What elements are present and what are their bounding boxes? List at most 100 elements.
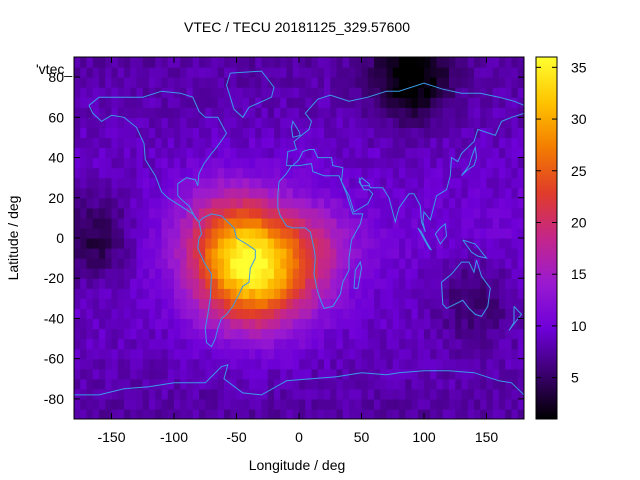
heatmap-cell bbox=[505, 278, 513, 289]
heatmap-cell bbox=[305, 67, 313, 78]
heatmap-cell bbox=[149, 338, 156, 350]
heatmap-cell bbox=[430, 368, 438, 380]
heatmap-cell bbox=[380, 398, 388, 410]
heatmap-cell bbox=[224, 268, 231, 279]
heatmap-cell bbox=[442, 378, 450, 390]
heatmap-cell bbox=[211, 368, 219, 380]
heatmap-cell bbox=[236, 157, 244, 169]
heatmap-cell bbox=[336, 238, 344, 249]
heatmap-cell bbox=[386, 177, 394, 189]
heatmap-cell bbox=[92, 358, 100, 370]
heatmap-cell bbox=[217, 278, 225, 289]
heatmap-cell bbox=[361, 137, 369, 149]
heatmap-cell bbox=[317, 388, 325, 400]
heatmap-cell bbox=[355, 87, 363, 98]
heatmap-cell bbox=[386, 338, 394, 350]
heatmap-cell bbox=[436, 348, 444, 360]
heatmap-cell bbox=[74, 97, 81, 108]
heatmap-cell bbox=[99, 107, 106, 118]
heatmap-cell bbox=[261, 87, 269, 98]
heatmap-cell bbox=[186, 57, 194, 68]
heatmap-cell bbox=[249, 398, 256, 410]
heatmap-cell bbox=[436, 187, 444, 199]
heatmap-cell bbox=[299, 338, 306, 350]
heatmap-cell bbox=[305, 157, 313, 169]
heatmap-cell bbox=[255, 398, 263, 410]
heatmap-cell bbox=[299, 368, 306, 380]
heatmap-cell bbox=[511, 157, 519, 169]
heatmap-cell bbox=[492, 217, 500, 229]
heatmap-cell bbox=[124, 308, 131, 320]
heatmap-cell bbox=[236, 348, 244, 360]
heatmap-cell bbox=[230, 318, 238, 330]
heatmap-cell bbox=[217, 378, 225, 390]
heatmap-cell bbox=[305, 238, 313, 249]
heatmap-cell bbox=[324, 318, 331, 330]
heatmap-cell bbox=[117, 177, 125, 189]
heatmap-cell bbox=[349, 107, 356, 118]
heatmap-cell bbox=[492, 288, 500, 299]
heatmap-cell bbox=[480, 57, 488, 68]
heatmap-cell bbox=[486, 298, 494, 309]
heatmap-cell bbox=[511, 388, 519, 400]
heatmap-cell bbox=[436, 87, 444, 98]
heatmap-cell bbox=[224, 338, 231, 350]
heatmap-cell bbox=[111, 248, 119, 259]
heatmap-cell bbox=[342, 338, 350, 350]
heatmap-cell bbox=[142, 338, 150, 350]
heatmap-cell bbox=[349, 177, 356, 189]
heatmap-cell bbox=[499, 77, 506, 88]
heatmap-cell bbox=[299, 167, 306, 179]
heatmap-cell bbox=[499, 197, 506, 209]
heatmap-cell bbox=[299, 97, 306, 108]
heatmap-cell bbox=[230, 258, 238, 269]
heatmap-cell bbox=[230, 147, 238, 159]
heatmap-cell bbox=[242, 318, 250, 330]
heatmap-cell bbox=[324, 248, 331, 259]
heatmap-cell bbox=[267, 268, 275, 279]
heatmap-cell bbox=[205, 328, 213, 340]
heatmap-cell bbox=[374, 227, 381, 239]
heatmap-cell bbox=[336, 137, 344, 149]
heatmap-cell bbox=[405, 147, 413, 159]
heatmap-cell bbox=[411, 378, 419, 390]
heatmap-cell bbox=[74, 258, 81, 269]
heatmap-cell bbox=[280, 97, 288, 108]
heatmap-cell bbox=[330, 248, 338, 259]
heatmap-cell bbox=[517, 348, 524, 360]
heatmap-cell bbox=[461, 288, 469, 299]
heatmap-cell bbox=[480, 107, 488, 118]
heatmap-cell bbox=[286, 197, 294, 209]
heatmap-cell bbox=[130, 378, 138, 390]
heatmap-cell bbox=[211, 258, 219, 269]
heatmap-cell bbox=[155, 167, 163, 179]
heatmap-cell bbox=[274, 348, 281, 360]
heatmap-cell bbox=[292, 318, 300, 330]
heatmap-cell bbox=[392, 368, 400, 380]
heatmap-cell bbox=[342, 248, 350, 259]
heatmap-cell bbox=[105, 177, 113, 189]
heatmap-cell bbox=[305, 278, 313, 289]
heatmap-cell bbox=[492, 248, 500, 259]
y-tick-label: 80 bbox=[48, 69, 64, 85]
heatmap-cell bbox=[424, 107, 431, 118]
heatmap-cell bbox=[392, 207, 400, 219]
heatmap-cell bbox=[311, 227, 319, 239]
heatmap-cell bbox=[430, 358, 438, 370]
heatmap-cell bbox=[461, 227, 469, 239]
heatmap-cell bbox=[449, 248, 456, 259]
heatmap-cell bbox=[486, 258, 494, 269]
heatmap-cell bbox=[505, 157, 513, 169]
heatmap-cell bbox=[430, 408, 438, 419]
heatmap-cell bbox=[292, 57, 300, 68]
heatmap-cell bbox=[511, 167, 519, 179]
heatmap-cell bbox=[249, 107, 256, 118]
heatmap-cell bbox=[142, 328, 150, 340]
heatmap-cell bbox=[242, 288, 250, 299]
heatmap-cell bbox=[74, 217, 81, 229]
heatmap-cell bbox=[130, 398, 138, 410]
heatmap-cell bbox=[411, 147, 419, 159]
heatmap-cell bbox=[442, 238, 450, 249]
heatmap-cell bbox=[324, 87, 331, 98]
heatmap-cell bbox=[180, 97, 188, 108]
